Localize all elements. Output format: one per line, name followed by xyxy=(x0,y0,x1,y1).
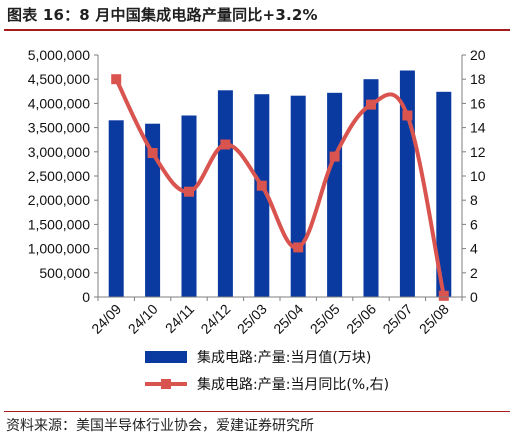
bar-series xyxy=(108,70,452,297)
right-tick-label: 20 xyxy=(470,47,486,63)
right-tick-label: 0 xyxy=(470,289,478,305)
left-tick-label: 2,500,000 xyxy=(28,168,90,184)
right-tick-label: 6 xyxy=(470,216,478,232)
x-tick-label: 24/11 xyxy=(162,301,198,337)
left-tick-label: 1,000,000 xyxy=(28,241,90,257)
line-point xyxy=(366,99,376,110)
line-point xyxy=(402,110,413,121)
line-point xyxy=(256,180,267,191)
left-tick-label: 3,000,000 xyxy=(28,144,90,160)
x-tick-label: 24/10 xyxy=(125,301,161,337)
right-tick-label: 2 xyxy=(470,265,478,281)
bar xyxy=(181,115,197,297)
x-tick-label: 24/12 xyxy=(197,301,233,337)
x-tick-label: 24/09 xyxy=(88,301,124,337)
bar xyxy=(254,94,270,297)
line-series xyxy=(111,74,449,301)
left-tick-label: 4,500,000 xyxy=(28,71,90,87)
bar xyxy=(363,79,379,297)
line-point xyxy=(111,74,122,85)
bar xyxy=(108,120,124,297)
yoy-line xyxy=(114,78,446,297)
right-tick-label: 10 xyxy=(470,168,486,184)
right-tick-label: 8 xyxy=(470,192,478,208)
x-tick-label: 25/07 xyxy=(379,301,415,337)
source-rule xyxy=(4,411,510,412)
chart-title: 图表 16：8 月中国集成电路产量同比+3.2% xyxy=(7,6,318,24)
right-tick-label: 14 xyxy=(470,120,486,136)
left-tick-label: 0 xyxy=(82,289,90,305)
bar xyxy=(436,91,452,297)
left-tick-label: 5,000,000 xyxy=(28,47,90,63)
line-point xyxy=(147,148,158,158)
bar xyxy=(217,90,233,297)
left-tick-label: 500,000 xyxy=(39,265,90,281)
line-point xyxy=(438,290,449,301)
bar xyxy=(145,123,161,297)
right-tick-label: 12 xyxy=(470,144,486,160)
right-tick-label: 16 xyxy=(470,95,486,111)
line-point xyxy=(329,151,340,162)
legend-line-marker xyxy=(161,379,171,389)
x-tick-label: 25/05 xyxy=(307,301,343,337)
right-tick-label: 18 xyxy=(470,71,486,87)
line-point xyxy=(184,186,194,197)
x-tick-label: 25/04 xyxy=(270,301,306,337)
right-tick-label: 4 xyxy=(470,241,478,257)
left-tick-label: 4,000,000 xyxy=(28,95,90,111)
x-tick-label: 25/06 xyxy=(343,301,379,337)
source-note: 资料来源：美国半导体行业协会，爱建证券研究所 xyxy=(6,418,314,434)
line-point xyxy=(293,242,304,253)
title-rule xyxy=(4,29,510,31)
left-tick-label: 1,500,000 xyxy=(28,216,90,232)
bar xyxy=(327,92,343,297)
left-tick-label: 2,000,000 xyxy=(28,192,90,208)
legend-line-label: 集成电路:产量:当月同比(%,右) xyxy=(197,376,389,393)
line-point xyxy=(220,139,231,150)
legend: 集成电路:产量:当月值(万块) 集成电路:产量:当月同比(%,右) xyxy=(145,349,389,393)
bar xyxy=(290,95,306,297)
x-tick-label: 25/03 xyxy=(234,301,270,337)
left-tick-label: 3,500,000 xyxy=(28,120,90,136)
legend-bar-label: 集成电路:产量:当月值(万块) xyxy=(197,349,371,366)
x-tick-label: 25/08 xyxy=(416,301,452,337)
legend-bar-swatch xyxy=(145,351,187,363)
